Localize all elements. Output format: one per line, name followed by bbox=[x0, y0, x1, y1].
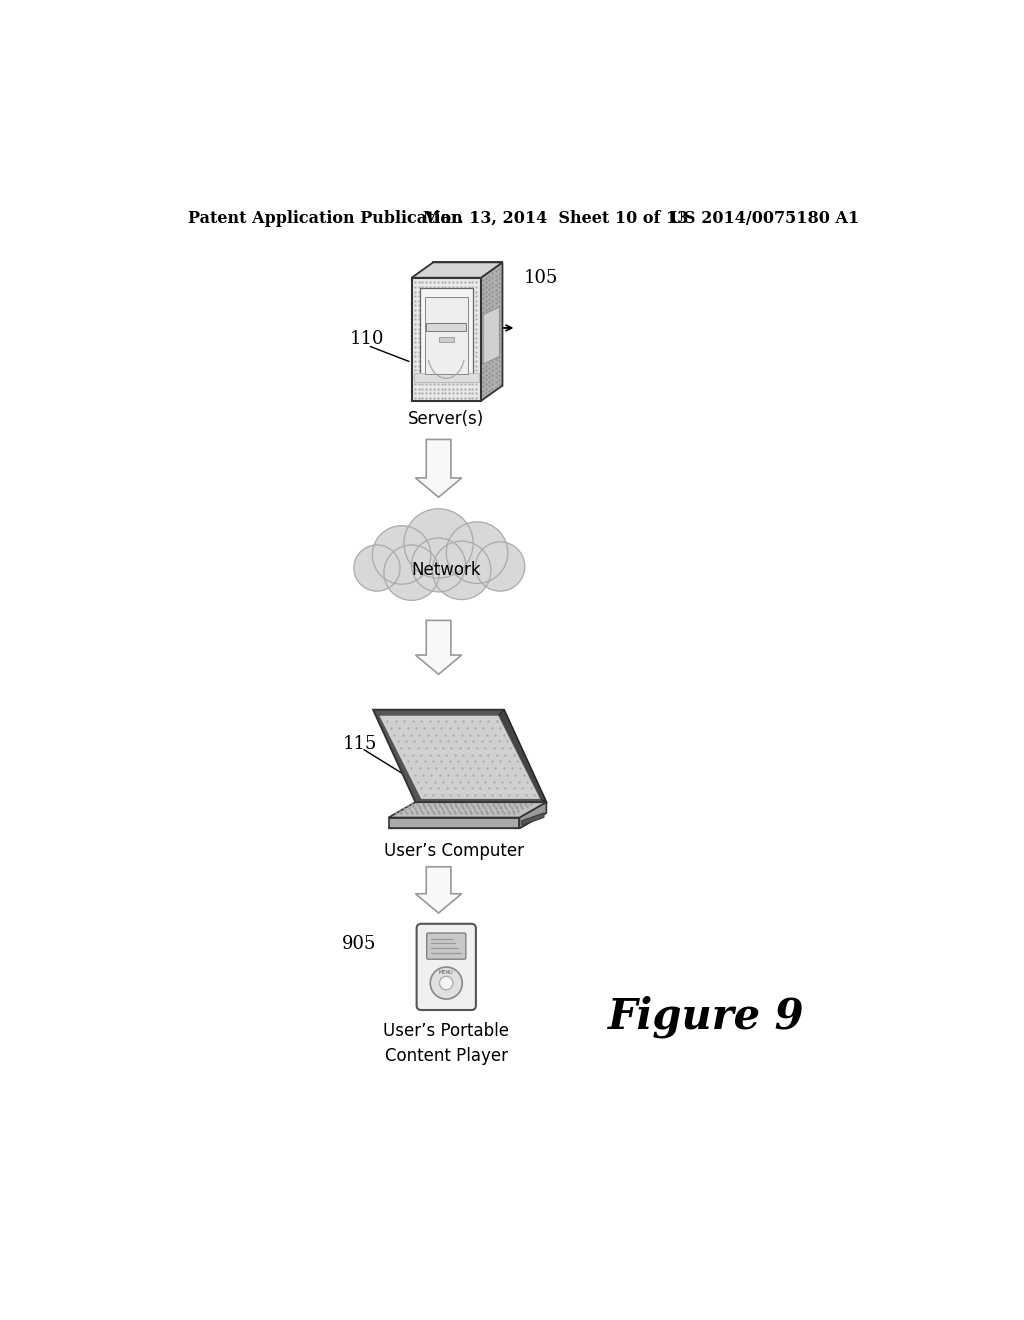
Text: 110: 110 bbox=[350, 330, 384, 348]
Polygon shape bbox=[426, 322, 467, 331]
Circle shape bbox=[373, 525, 431, 585]
Text: Network: Network bbox=[412, 561, 481, 579]
Polygon shape bbox=[519, 803, 547, 829]
Circle shape bbox=[475, 541, 525, 591]
Polygon shape bbox=[433, 263, 503, 385]
Polygon shape bbox=[425, 297, 468, 374]
Polygon shape bbox=[388, 817, 519, 829]
Circle shape bbox=[354, 545, 400, 591]
Text: Patent Application Publication: Patent Application Publication bbox=[188, 210, 463, 227]
Text: Mar. 13, 2014  Sheet 10 of 13: Mar. 13, 2014 Sheet 10 of 13 bbox=[423, 210, 688, 227]
Polygon shape bbox=[420, 288, 473, 379]
Polygon shape bbox=[416, 867, 462, 913]
Text: MENU: MENU bbox=[439, 970, 454, 974]
Polygon shape bbox=[388, 813, 547, 829]
Text: 105: 105 bbox=[523, 269, 558, 286]
Circle shape bbox=[439, 977, 453, 990]
Text: Figure 9: Figure 9 bbox=[608, 995, 805, 1039]
Polygon shape bbox=[414, 372, 478, 383]
Circle shape bbox=[446, 521, 508, 583]
Polygon shape bbox=[373, 710, 547, 803]
Polygon shape bbox=[499, 710, 547, 803]
Polygon shape bbox=[521, 813, 544, 825]
Polygon shape bbox=[412, 277, 481, 401]
Polygon shape bbox=[483, 308, 500, 364]
Circle shape bbox=[432, 541, 490, 599]
Polygon shape bbox=[412, 263, 503, 277]
Text: User’s Portable
Content Player: User’s Portable Content Player bbox=[383, 1022, 509, 1065]
Text: 115: 115 bbox=[342, 735, 377, 752]
Text: 905: 905 bbox=[342, 935, 377, 953]
Circle shape bbox=[412, 539, 466, 591]
FancyBboxPatch shape bbox=[417, 924, 476, 1010]
Circle shape bbox=[430, 968, 462, 999]
Circle shape bbox=[384, 545, 439, 601]
Text: US 2014/0075180 A1: US 2014/0075180 A1 bbox=[670, 210, 859, 227]
Polygon shape bbox=[416, 440, 462, 498]
Polygon shape bbox=[388, 803, 547, 817]
Text: Server(s): Server(s) bbox=[409, 409, 484, 428]
Polygon shape bbox=[416, 620, 462, 675]
Polygon shape bbox=[481, 263, 503, 401]
Text: User’s Computer: User’s Computer bbox=[384, 842, 524, 861]
Bar bbox=[438, 337, 454, 342]
FancyBboxPatch shape bbox=[427, 933, 466, 960]
Circle shape bbox=[403, 508, 473, 578]
Polygon shape bbox=[379, 715, 541, 800]
